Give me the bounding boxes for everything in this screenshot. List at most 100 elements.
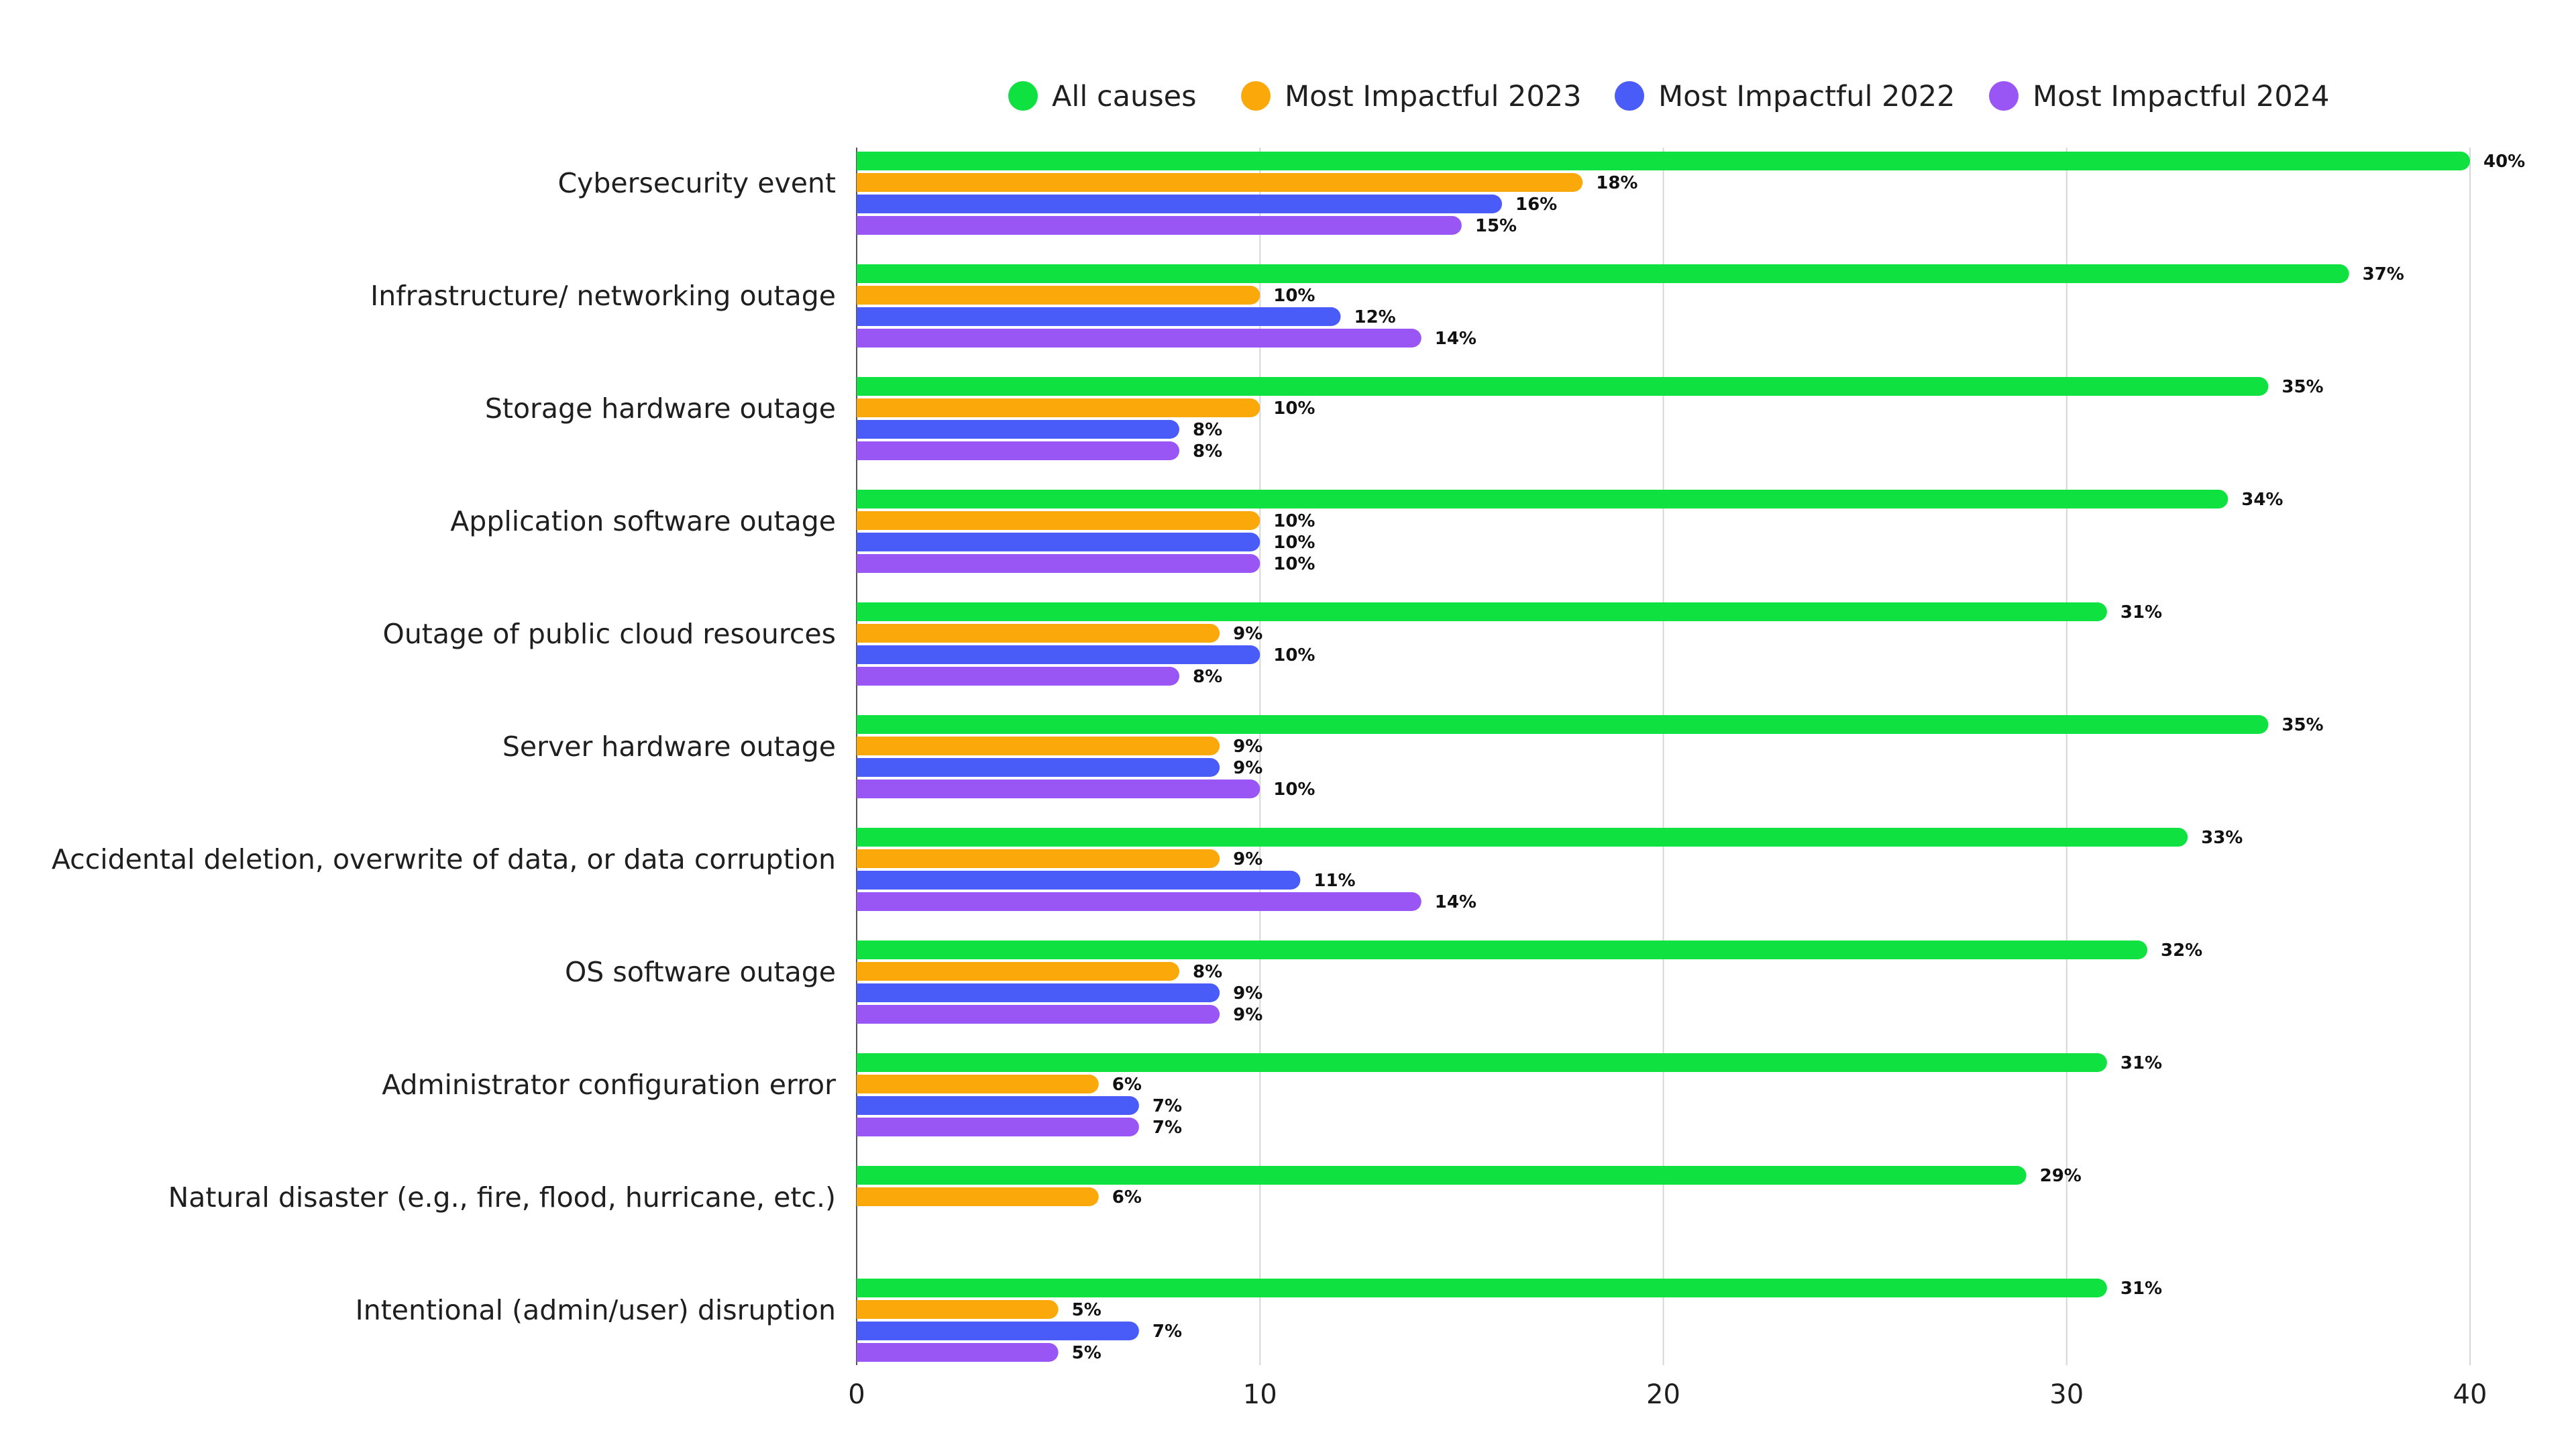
legend-marker-all-causes [1008,81,1038,111]
value-label-most-impactful-2024-storage-hardware-outage: 8% [1193,441,1222,462]
bar-base-most-impactful-2024-cybersecurity-event [857,216,875,235]
bar-base-most-impactful-2022-server-hardware-outage [857,758,875,777]
bar-base-all-causes-outage-of-public-cloud-resources [857,602,875,621]
bar-base-most-impactful-2024-storage-hardware-outage [857,441,875,460]
bar-base-most-impactful-2024-infrastructure-networking-outage [857,329,875,347]
bar-base-most-impactful-2022-intentional-admin-user-disruption [857,1322,875,1340]
bar-all-causes-server-hardware-outage [857,715,2269,734]
category-label-outage-of-public-cloud-resources: Outage of public cloud resources [383,618,836,650]
bar-most-impactful-2024-application-software-outage [857,554,1260,573]
bar-most-impactful-2022-infrastructure-networking-outage [857,307,1341,326]
category-label-accidental-deletion-overwrite-of-data-or-data-corruption: Accidental deletion, overwrite of data, … [52,843,836,875]
value-label-all-causes-server-hardware-outage: 35% [2282,715,2323,735]
value-label-most-impactful-2024-intentional-admin-user-disruption: 5% [1072,1343,1102,1363]
bar-all-causes-natural-disaster-e-g-fire-flood-hurricane-etc [857,1166,2027,1185]
value-label-all-causes-outage-of-public-cloud-resources: 31% [2121,602,2162,623]
bar-base-most-impactful-2022-cybersecurity-event [857,195,875,213]
bar-all-causes-infrastructure-networking-outage [857,264,2349,283]
legend-label-most-impactful-2024: Most Impactful 2024 [2033,80,2330,113]
bar-base-most-impactful-2024-administrator-configuration-error [857,1118,875,1136]
value-label-most-impactful-2024-os-software-outage: 9% [1233,1005,1263,1025]
bar-most-impactful-2023-intentional-admin-user-disruption [857,1300,1059,1319]
bar-all-causes-outage-of-public-cloud-resources [857,602,2107,621]
value-label-most-impactful-2023-server-hardware-outage: 9% [1233,737,1263,757]
bar-most-impactful-2023-natural-disaster-e-g-fire-flood-hurricane-etc [857,1187,1099,1206]
category-label-intentional-admin-user-disruption: Intentional (admin/user) disruption [356,1294,836,1326]
legend-marker-most-impactful-2024 [1989,81,2019,111]
value-label-most-impactful-2023-cybersecurity-event: 18% [1596,173,1638,193]
bar-base-most-impactful-2023-natural-disaster-e-g-fire-flood-hurricane-etc [857,1187,875,1206]
bar-most-impactful-2024-server-hardware-outage [857,780,1260,798]
bar-base-most-impactful-2022-infrastructure-networking-outage [857,307,875,326]
category-label-infrastructure-networking-outage: Infrastructure/ networking outage [370,280,836,312]
bar-most-impactful-2023-accidental-deletion-overwrite-of-data-or-data-corruption [857,849,1220,868]
bar-most-impactful-2022-outage-of-public-cloud-resources [857,645,1260,664]
bar-most-impactful-2023-administrator-configuration-error [857,1075,1099,1093]
bar-most-impactful-2024-os-software-outage [857,1005,1220,1024]
bar-base-most-impactful-2022-accidental-deletion-overwrite-of-data-or-data-corruption [857,871,875,890]
category-label-storage-hardware-outage: Storage hardware outage [485,392,836,425]
bar-base-most-impactful-2023-server-hardware-outage [857,737,875,755]
bar-base-most-impactful-2023-storage-hardware-outage [857,398,875,417]
value-label-most-impactful-2022-storage-hardware-outage: 8% [1193,420,1222,440]
bar-most-impactful-2024-intentional-admin-user-disruption [857,1343,1059,1362]
bar-base-most-impactful-2024-os-software-outage [857,1005,875,1024]
value-label-most-impactful-2022-os-software-outage: 9% [1233,983,1263,1004]
bar-base-most-impactful-2022-storage-hardware-outage [857,420,875,439]
bar-most-impactful-2022-server-hardware-outage [857,758,1220,777]
value-label-most-impactful-2023-os-software-outage: 8% [1193,962,1222,982]
bar-base-most-impactful-2023-accidental-deletion-overwrite-of-data-or-data-corruption [857,849,875,868]
value-label-all-causes-administrator-configuration-error: 31% [2121,1053,2162,1073]
x-tick-label-20: 20 [1646,1379,1680,1410]
value-label-all-causes-cybersecurity-event: 40% [2483,152,2525,172]
bar-most-impactful-2023-os-software-outage [857,962,1179,981]
bar-most-impactful-2022-application-software-outage [857,533,1260,551]
value-label-most-impactful-2022-outage-of-public-cloud-resources: 10% [1273,645,1315,665]
bar-base-most-impactful-2023-infrastructure-networking-outage [857,286,875,305]
bar-all-causes-cybersecurity-event [857,152,2470,170]
bar-most-impactful-2024-outage-of-public-cloud-resources [857,667,1179,686]
x-tick-label-10: 10 [1243,1379,1277,1410]
value-label-most-impactful-2022-server-hardware-outage: 9% [1233,758,1263,778]
bar-base-all-causes-infrastructure-networking-outage [857,264,875,283]
value-label-most-impactful-2023-storage-hardware-outage: 10% [1273,398,1315,419]
category-label-cybersecurity-event: Cybersecurity event [557,167,836,199]
bar-base-most-impactful-2023-intentional-admin-user-disruption [857,1300,875,1319]
bar-base-all-causes-natural-disaster-e-g-fire-flood-hurricane-etc [857,1166,875,1185]
value-label-most-impactful-2023-intentional-admin-user-disruption: 5% [1072,1300,1102,1320]
x-tick-label-0: 0 [848,1379,865,1410]
bar-all-causes-os-software-outage [857,941,2147,959]
value-label-most-impactful-2023-outage-of-public-cloud-resources: 9% [1233,624,1263,644]
bar-base-most-impactful-2022-outage-of-public-cloud-resources [857,645,875,664]
value-label-all-causes-accidental-deletion-overwrite-of-data-or-data-corruption: 33% [2201,828,2243,848]
bar-base-most-impactful-2023-administrator-configuration-error [857,1075,875,1093]
value-label-all-causes-storage-hardware-outage: 35% [2282,377,2323,397]
bar-most-impactful-2022-storage-hardware-outage [857,420,1179,439]
bar-all-causes-accidental-deletion-overwrite-of-data-or-data-corruption [857,828,2188,847]
category-label-administrator-configuration-error: Administrator configuration error [382,1069,836,1101]
bar-most-impactful-2023-infrastructure-networking-outage [857,286,1260,305]
value-label-most-impactful-2024-infrastructure-networking-outage: 14% [1435,329,1477,349]
value-label-all-causes-application-software-outage: 34% [2241,490,2283,510]
bar-most-impactful-2023-outage-of-public-cloud-resources [857,624,1220,643]
bar-base-most-impactful-2024-intentional-admin-user-disruption [857,1343,875,1362]
bar-base-most-impactful-2023-cybersecurity-event [857,173,875,192]
bar-most-impactful-2022-accidental-deletion-overwrite-of-data-or-data-corruption [857,871,1301,890]
bar-base-most-impactful-2023-os-software-outage [857,962,875,981]
value-label-most-impactful-2022-infrastructure-networking-outage: 12% [1354,307,1396,327]
bar-base-most-impactful-2022-application-software-outage [857,533,875,551]
bar-base-most-impactful-2024-accidental-deletion-overwrite-of-data-or-data-corruption [857,892,875,911]
value-label-most-impactful-2024-server-hardware-outage: 10% [1273,780,1315,800]
value-label-all-causes-natural-disaster-e-g-fire-flood-hurricane-etc: 29% [2040,1166,2082,1186]
value-label-most-impactful-2023-administrator-configuration-error: 6% [1112,1075,1142,1095]
value-label-most-impactful-2022-accidental-deletion-overwrite-of-data-or-data-corruption: 11% [1313,871,1355,891]
bar-most-impactful-2024-administrator-configuration-error [857,1118,1139,1136]
bar-base-all-causes-os-software-outage [857,941,875,959]
bar-base-most-impactful-2023-application-software-outage [857,511,875,530]
bar-base-most-impactful-2024-outage-of-public-cloud-resources [857,667,875,686]
bar-most-impactful-2023-server-hardware-outage [857,737,1220,755]
legend-label-most-impactful-2022: Most Impactful 2022 [1658,80,1955,113]
bar-most-impactful-2024-storage-hardware-outage [857,441,1179,460]
category-label-natural-disaster-e-g-fire-flood-hurricane-etc: Natural disaster (e.g., fire, flood, hur… [168,1181,836,1214]
